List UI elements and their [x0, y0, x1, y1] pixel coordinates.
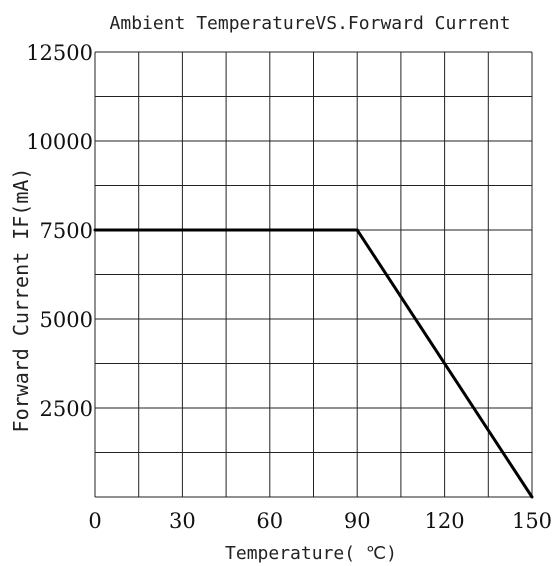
y-tick-label-2: 7500: [40, 219, 93, 243]
y-axis-label: Forward Current IF(mA): [9, 168, 33, 433]
series-layer: [93, 228, 534, 499]
tick-labels: 0 30 60 90 120 150 2500 5000 7500 10000 12500: [26, 41, 552, 533]
x-tick-label-0: 0: [88, 509, 101, 533]
x-tick-label-1: 30: [169, 509, 196, 533]
y-tick-label-0: 2500: [40, 397, 93, 421]
data-point-0-0: [93, 228, 97, 232]
x-tick-label-5: 150: [512, 509, 552, 533]
chart-title: Ambient TemperatureVS.Forward Current: [110, 13, 511, 34]
data-point-0-2: [530, 495, 534, 499]
x-axis-label: Temperature( ℃): [225, 543, 397, 564]
grid: [94, 51, 533, 498]
x-tick-label-2: 60: [256, 509, 283, 533]
y-tick-label-3: 10000: [26, 130, 93, 154]
x-tick-label-3: 90: [344, 509, 371, 533]
y-tick-label-4: 12500: [26, 41, 93, 65]
y-tick-label-1: 5000: [40, 308, 93, 332]
x-tick-label-4: 120: [425, 509, 465, 533]
data-point-0-1: [355, 228, 359, 232]
